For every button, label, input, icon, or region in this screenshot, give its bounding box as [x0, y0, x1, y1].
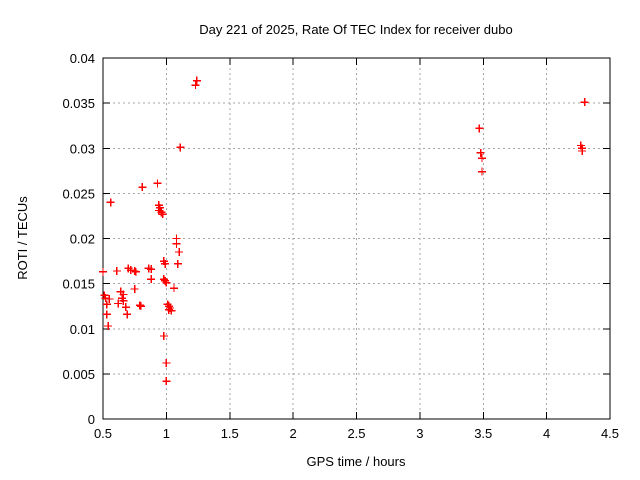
y-tick-label: 0 — [88, 412, 95, 427]
y-tick-label: 0.04 — [70, 51, 95, 66]
x-tick-label: 4.5 — [601, 426, 619, 441]
x-tick-label: 3 — [416, 426, 423, 441]
x-tick-label: 0.5 — [94, 426, 112, 441]
x-tick-label: 1 — [163, 426, 170, 441]
x-tick-label: 2 — [290, 426, 297, 441]
x-tick-label: 2.5 — [347, 426, 365, 441]
y-tick-label: 0.01 — [70, 322, 95, 337]
y-axis-label: ROTI / TECUs — [15, 196, 30, 280]
x-axis-label: GPS time / hours — [307, 454, 406, 469]
y-tick-label: 0.015 — [62, 277, 95, 292]
data-points — [99, 76, 589, 386]
x-tick-label: 3.5 — [474, 426, 492, 441]
y-tick-label: 0.005 — [62, 367, 95, 382]
y-tick-label: 0.03 — [70, 141, 95, 156]
axis-ticks — [102, 57, 611, 420]
gridlines — [103, 58, 610, 419]
y-tick-label: 0.02 — [70, 232, 95, 247]
y-tick-label: 0.035 — [62, 96, 95, 111]
x-tick-label: 4 — [543, 426, 550, 441]
chart-title: Day 221 of 2025, Rate Of TEC Index for r… — [199, 22, 512, 37]
x-tick-label: 1.5 — [221, 426, 239, 441]
tick-labels: 0.5 1 1.5 2 2.5 3 3.5 4 4.5 0 0.005 0.01 0.015 0.02 0.… — [62, 51, 619, 441]
y-tick-label: 0.025 — [62, 186, 95, 201]
